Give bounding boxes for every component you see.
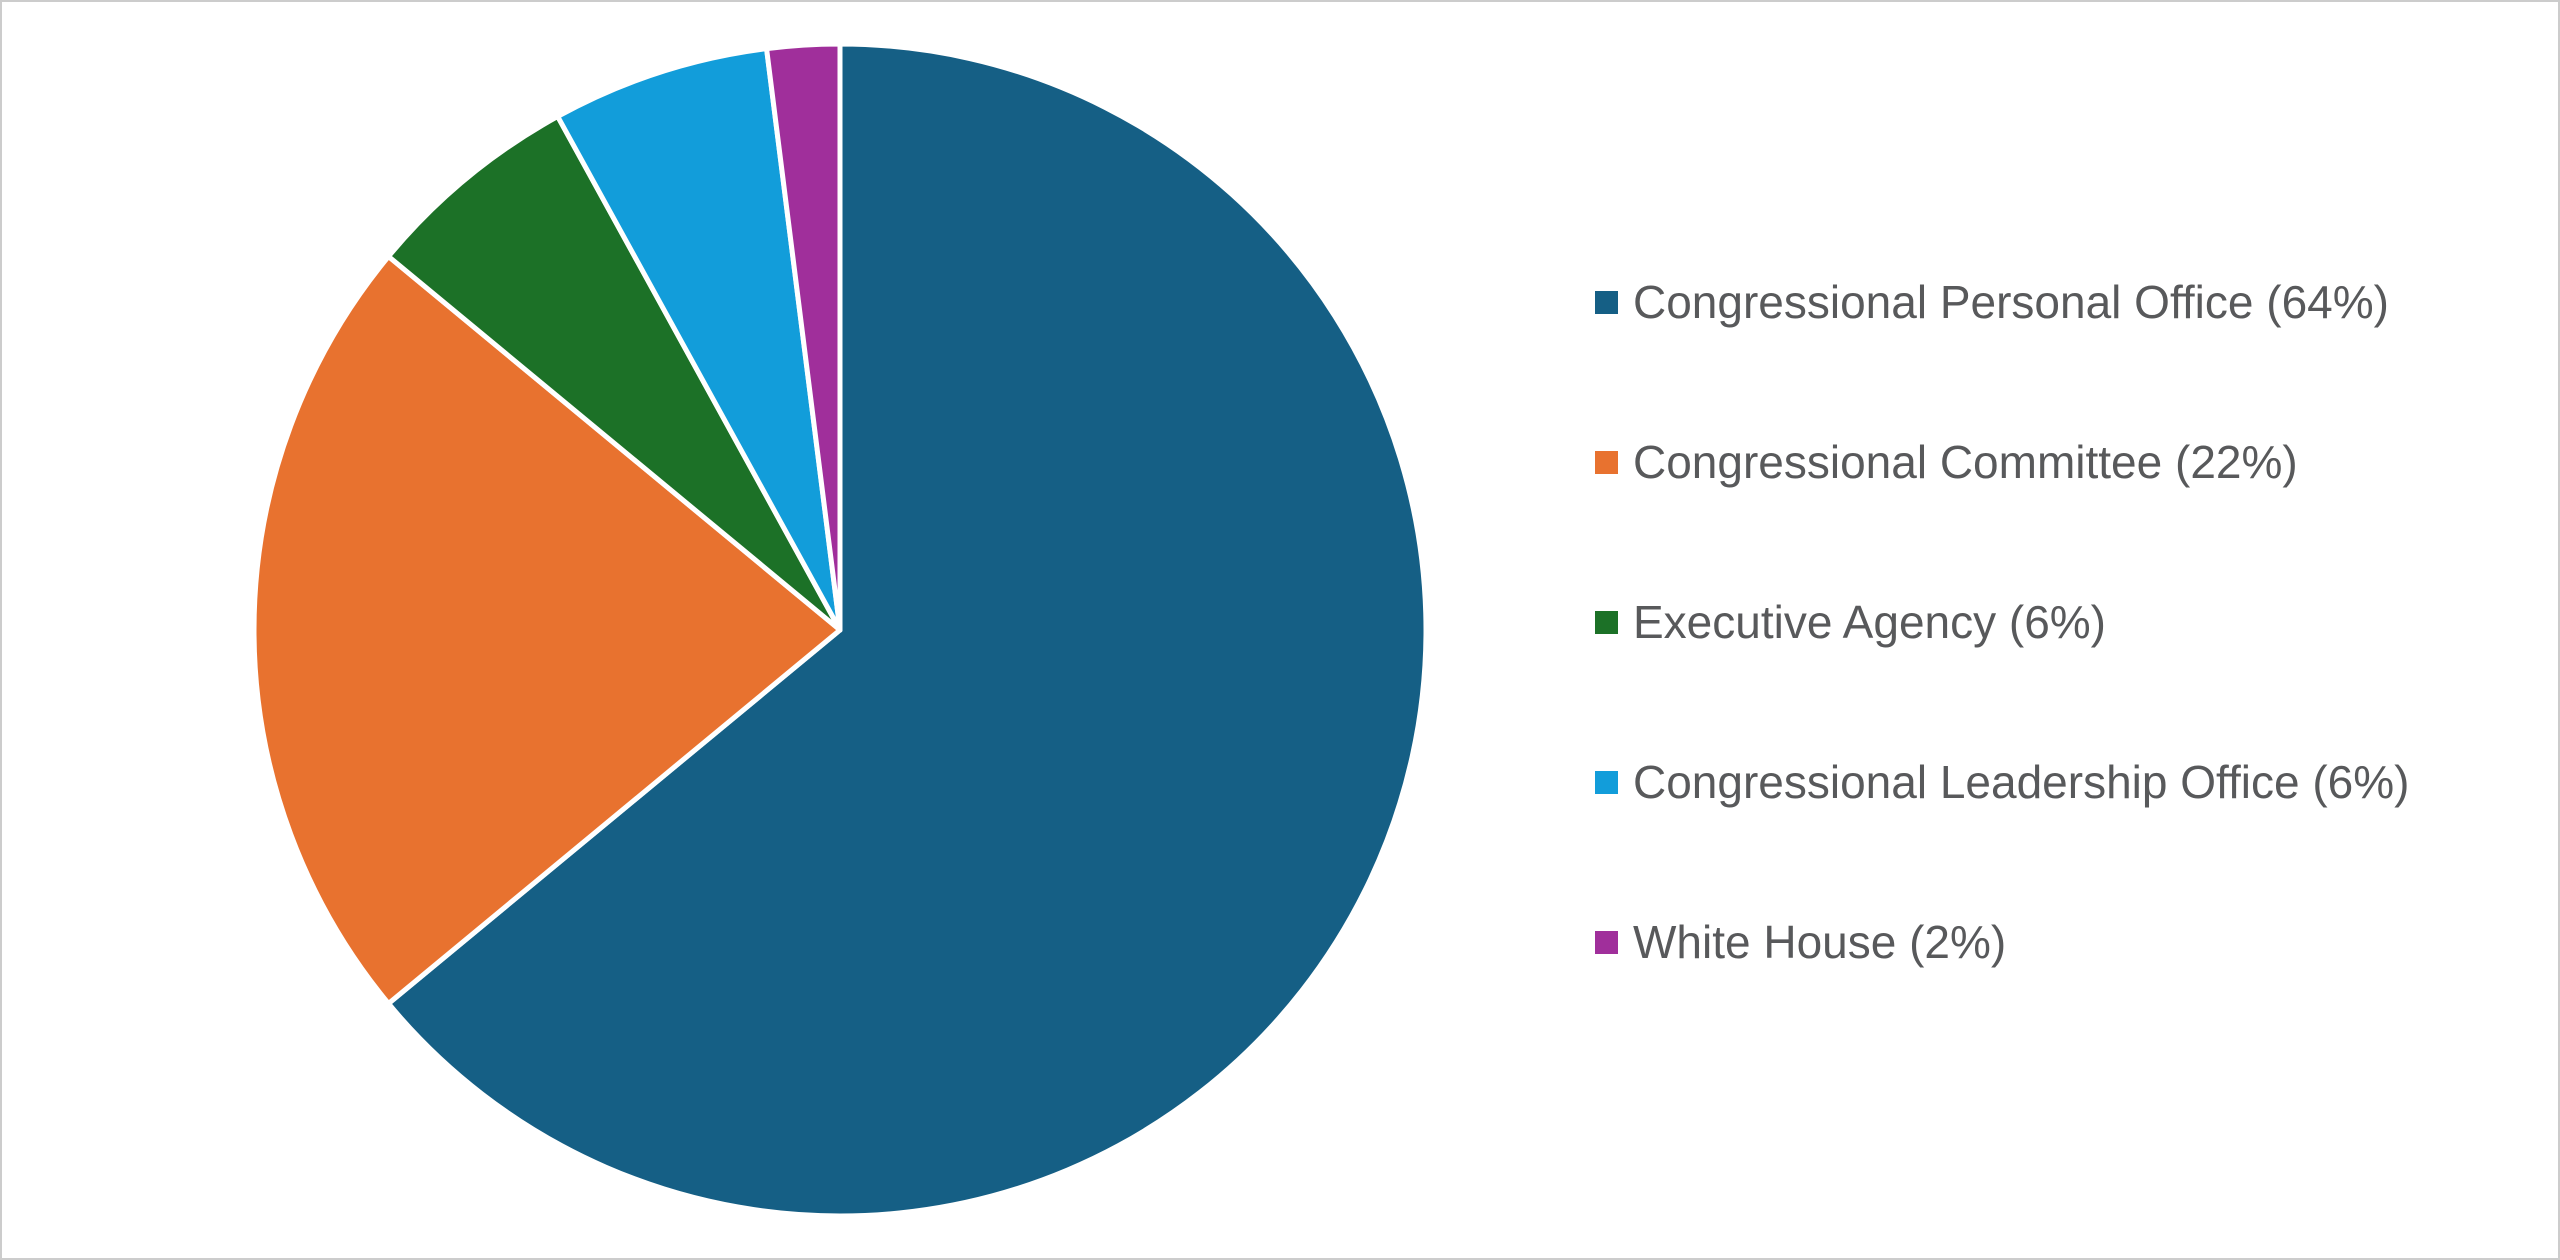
legend-marker-icon: [1595, 930, 1618, 954]
legend-item-congressional-committee[interactable]: Congressional Committee (22%): [1595, 438, 2409, 486]
legend-marker-icon: [1595, 290, 1618, 314]
pie-slice-congressional-committee[interactable]: [251, 253, 843, 1007]
legend: Congressional Personal Office (64%) Cong…: [1595, 278, 2409, 966]
legend-marker-icon: [1595, 450, 1618, 474]
legend-label: Congressional Leadership Office (6%): [1633, 756, 2410, 808]
legend-item-congressional-personal-office[interactable]: Congressional Personal Office (64%): [1595, 278, 2409, 326]
pie-slice-executive-agency[interactable]: [385, 113, 843, 633]
legend-label: Executive Agency (6%): [1633, 596, 2107, 648]
legend-item-congressional-leadership-office[interactable]: Congressional Leadership Office (6%): [1595, 758, 2409, 806]
legend-marker-icon: [1595, 610, 1618, 634]
pie-slice-congressional-personal-office[interactable]: [385, 41, 1429, 1219]
legend-marker-icon: [1595, 770, 1618, 794]
legend-label: Congressional Committee (22%): [1633, 436, 2298, 488]
pie-slice-congressional-leadership-office[interactable]: [555, 46, 843, 633]
pie-slice-white-house[interactable]: [764, 41, 843, 633]
legend-item-executive-agency[interactable]: Executive Agency (6%): [1595, 598, 2409, 646]
legend-label: White House (2%): [1633, 916, 2007, 968]
legend-label: Congressional Personal Office (64%): [1633, 276, 2389, 328]
legend-item-white-house[interactable]: White House (2%): [1595, 918, 2409, 966]
